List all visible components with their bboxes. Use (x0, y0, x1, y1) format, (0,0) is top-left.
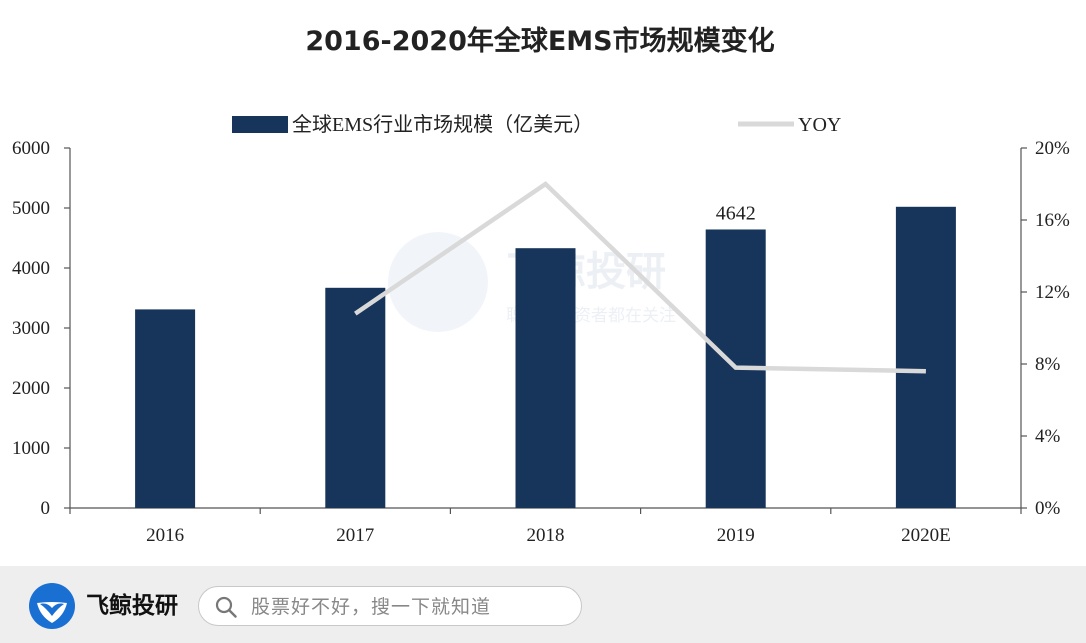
legend: 全球EMS行业市场规模（亿美元） YOY (232, 113, 841, 136)
y-left-tick-label: 6000 (12, 138, 50, 159)
search-input[interactable]: 股票好不好，搜一下就知道 (198, 586, 582, 626)
yoy-line (354, 181, 926, 374)
axes: 0 1000 2000 3000 4000 5000 6000 0% 4% 8% 12% 16% 20%… (12, 138, 1070, 546)
x-tick-label: 2018 (527, 525, 565, 546)
search-placeholder: 股票好不好，搜一下就知道 (251, 596, 492, 618)
x-tick-label: 2016 (146, 525, 184, 546)
bar (895, 206, 956, 509)
data-label: 4642 (716, 202, 756, 224)
y-left-tick-label: 2000 (12, 378, 50, 399)
labels: 4642 (716, 202, 756, 224)
x-tick-label: 2019 (717, 525, 755, 546)
bars (135, 206, 956, 509)
y-left-tick-label: 5000 (12, 198, 50, 219)
x-tick-label: 2020E (901, 525, 951, 546)
y-right-tick-label: 12% (1035, 282, 1070, 303)
bar (325, 287, 386, 508)
brand-name[interactable]: 飞鲸投研 (86, 593, 178, 619)
y-left-tick-label: 3000 (12, 318, 50, 339)
y-right-tick-label: 0% (1035, 498, 1061, 519)
y-right-tick-label: 16% (1035, 210, 1070, 231)
footer-bar: 飞鲸投研 股票好不好，搜一下就知道 (0, 566, 1086, 643)
chart-title: 2016-2020年全球EMS市场规模变化 (305, 25, 774, 57)
whale-logo-icon[interactable] (28, 582, 76, 630)
legend-swatch-bar (232, 116, 288, 133)
x-tick-label: 2017 (336, 525, 374, 546)
yoy-line-series (354, 181, 927, 374)
chart: 2016-2020年全球EMS市场规模变化 全球EMS行业市场规模（亿美元） Y… (12, 25, 1070, 546)
watermark-logo-icon (388, 232, 488, 332)
legend-label-bar: 全球EMS行业市场规模（亿美元） (292, 113, 593, 136)
y-right-tick-label: 4% (1035, 426, 1061, 447)
bar (135, 309, 196, 508)
y-left-tick-label: 1000 (12, 438, 50, 459)
y-left-tick-label: 4000 (12, 258, 50, 279)
y-right-tick-label: 20% (1035, 138, 1070, 159)
bar (515, 248, 576, 508)
y-right-tick-label: 8% (1035, 354, 1061, 375)
legend-label-line: YOY (798, 114, 841, 136)
search-icon (215, 596, 237, 618)
y-left-tick-label: 0 (41, 498, 51, 519)
